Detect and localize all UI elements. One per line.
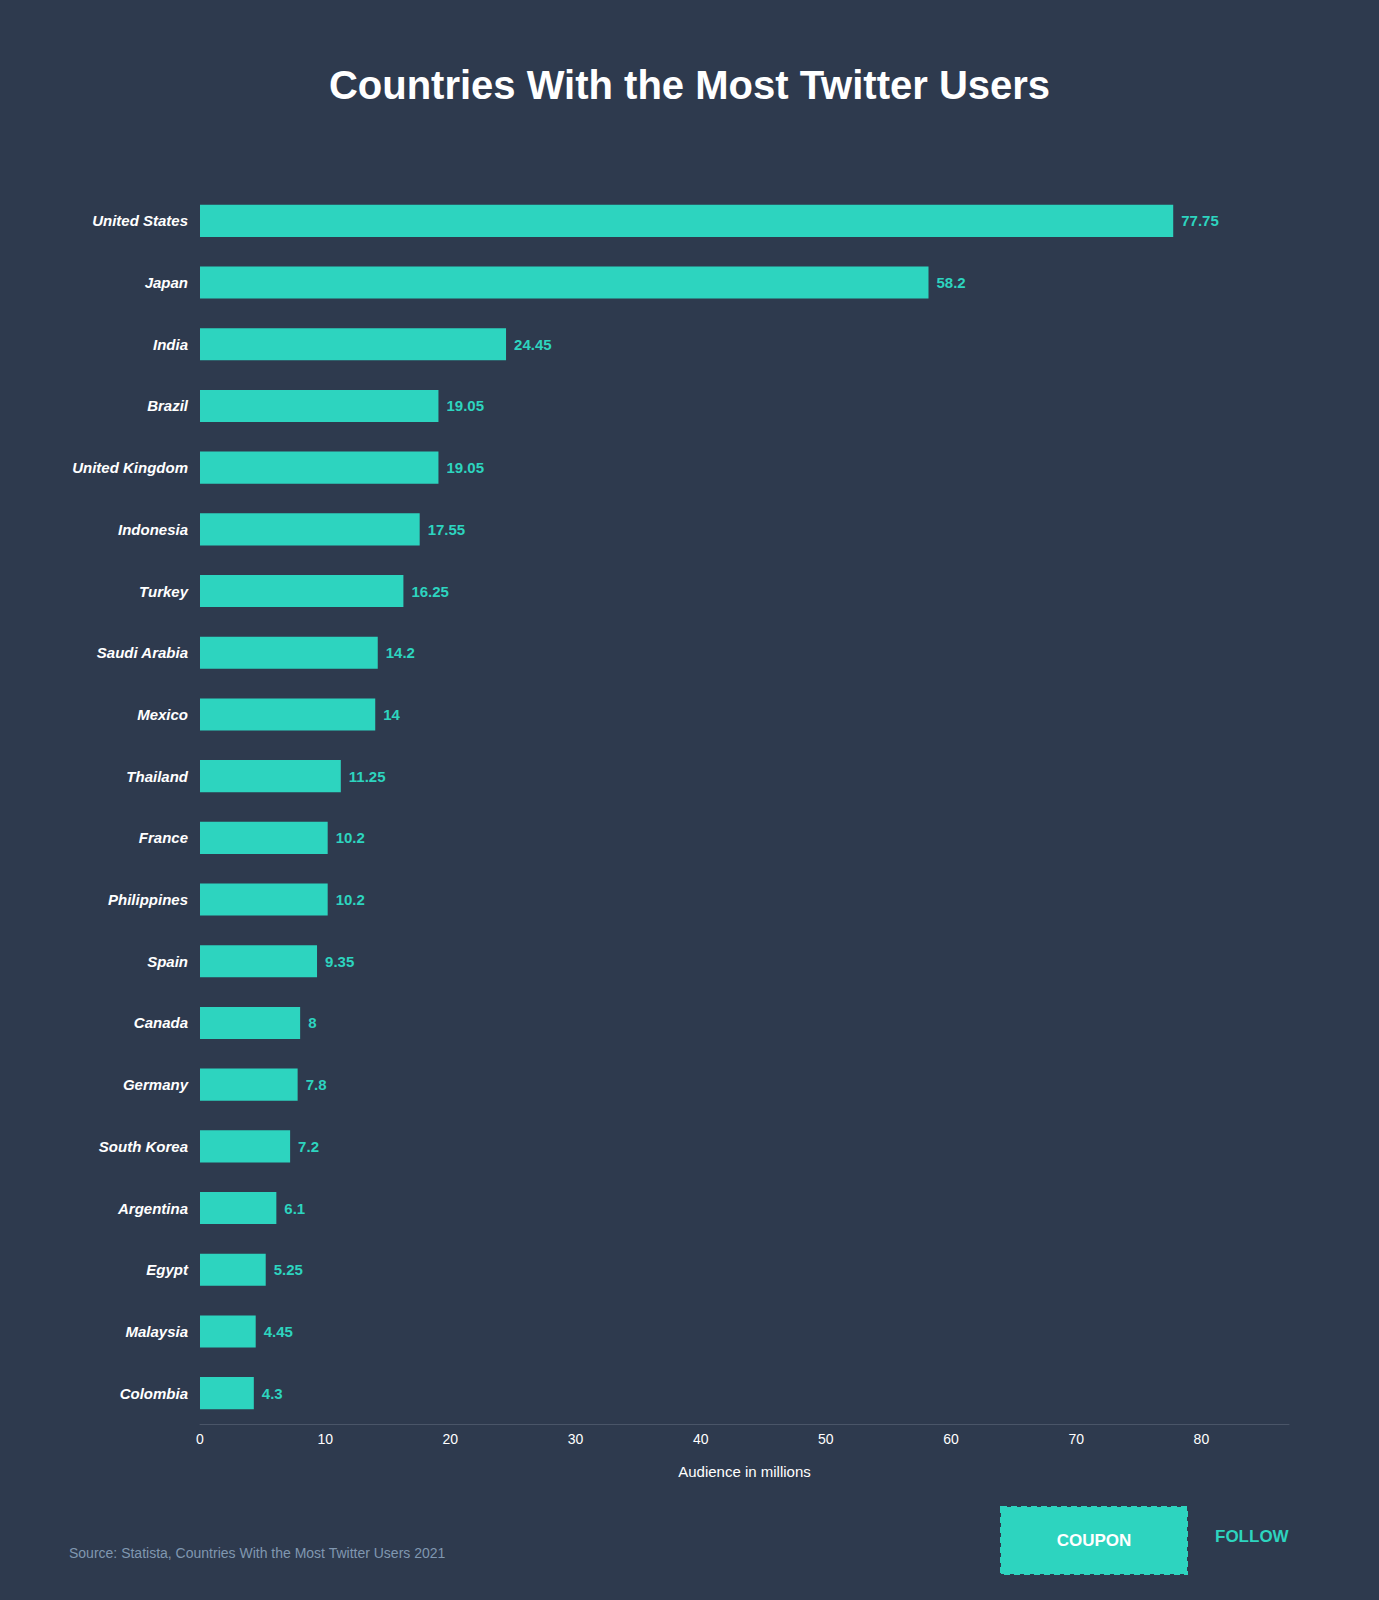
svg-text:40: 40 [693,1431,709,1447]
svg-text:United Kingdom: United Kingdom [72,459,188,476]
svg-text:5.25: 5.25 [274,1261,303,1278]
svg-text:Indonesia: Indonesia [118,521,188,538]
svg-text:Thailand: Thailand [126,768,189,785]
svg-text:France: France [139,829,188,846]
svg-text:Egypt: Egypt [146,1261,189,1278]
svg-text:60: 60 [943,1431,959,1447]
svg-text:17.55: 17.55 [428,521,466,538]
svg-text:Malaysia: Malaysia [125,1323,188,1340]
svg-text:8: 8 [308,1014,316,1031]
svg-text:Philippines: Philippines [108,891,188,908]
svg-text:Argentina: Argentina [117,1200,188,1217]
svg-text:4.45: 4.45 [264,1323,293,1340]
svg-text:50: 50 [818,1431,834,1447]
svg-text:0: 0 [196,1431,204,1447]
svg-text:Countries With the Most Twitte: Countries With the Most Twitter Users [329,63,1050,107]
svg-text:India: India [153,336,188,353]
svg-text:Turkey: Turkey [139,583,189,600]
svg-text:7.8: 7.8 [306,1076,327,1093]
svg-text:6.1: 6.1 [284,1200,305,1217]
svg-text:19.05: 19.05 [446,397,484,414]
svg-text:Germany: Germany [123,1076,189,1093]
svg-text:Saudi Arabia: Saudi Arabia [97,644,188,661]
svg-text:4.3: 4.3 [262,1385,283,1402]
svg-text:77.75: 77.75 [1181,212,1219,229]
svg-text:70: 70 [1068,1431,1084,1447]
svg-text:Spain: Spain [147,953,188,970]
svg-text:Audience in millions: Audience in millions [678,1463,811,1480]
svg-text:Japan: Japan [145,274,188,291]
svg-text:7.2: 7.2 [298,1138,319,1155]
svg-text:24.45: 24.45 [514,336,552,353]
svg-text:19.05: 19.05 [446,459,484,476]
svg-text:11.25: 11.25 [349,768,386,785]
svg-text:COUPON: COUPON [1057,1531,1132,1550]
svg-text:30: 30 [568,1431,584,1447]
svg-text:10.2: 10.2 [336,891,365,908]
svg-text:10.2: 10.2 [336,829,365,846]
svg-text:FOLLOW: FOLLOW [1215,1527,1290,1546]
svg-text:United States: United States [92,212,188,229]
svg-text:58.2: 58.2 [937,274,966,291]
svg-text:9.35: 9.35 [325,953,354,970]
svg-text:16.25: 16.25 [411,583,449,600]
svg-text:14: 14 [383,706,400,723]
svg-text:14.2: 14.2 [386,644,415,661]
svg-text:10: 10 [317,1431,333,1447]
svg-text:Mexico: Mexico [137,706,188,723]
svg-text:80: 80 [1194,1431,1210,1447]
svg-text:20: 20 [443,1431,459,1447]
svg-text:South Korea: South Korea [99,1138,188,1155]
svg-text:Source: Statista, Countries Wi: Source: Statista, Countries With the Mos… [69,1545,446,1561]
svg-text:Canada: Canada [134,1014,188,1031]
svg-text:Colombia: Colombia [120,1385,188,1402]
svg-text:Brazil: Brazil [147,397,189,414]
